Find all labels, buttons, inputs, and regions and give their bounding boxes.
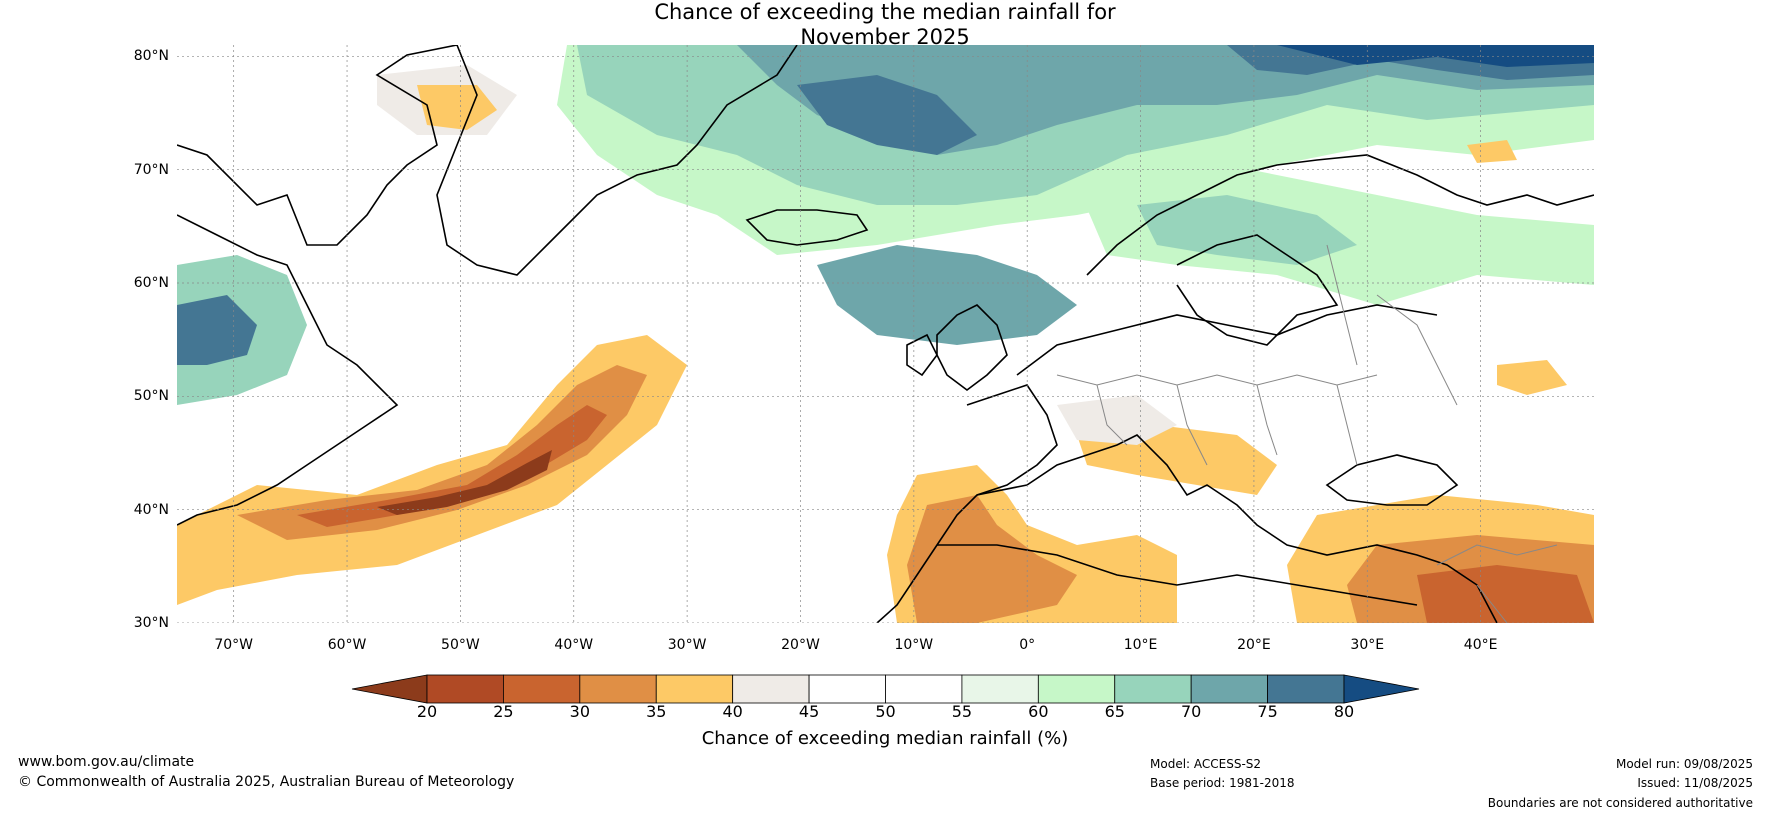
colorbar-extend-high	[1343, 674, 1420, 704]
lon-label: 10°W	[894, 637, 934, 653]
lat-label: 30°N	[133, 615, 169, 631]
border-middle-east	[1436, 544, 1558, 623]
border-europe-1	[1056, 374, 1378, 386]
lon-label: 0°	[1019, 637, 1036, 653]
colorbar-tick-label: 80	[1333, 702, 1355, 721]
lon-label: 50°W	[441, 637, 480, 653]
colorbar-swatch	[503, 674, 581, 704]
colorbar-swatch	[579, 674, 657, 704]
footer-issued: Issued: 11/08/2025	[1637, 776, 1753, 790]
map-title: Chance of exceeding the median rainfall …	[0, 0, 1770, 50]
colorbar-swatch	[426, 674, 504, 704]
footer-model: Model: ACCESS-S2	[1150, 757, 1262, 771]
colorbar-tick-label: 70	[1180, 702, 1202, 721]
colorbar-swatches	[351, 674, 1420, 704]
border-europe-3	[1326, 244, 1458, 406]
lon-label: 30°W	[667, 637, 707, 653]
colorbar-tick-label: 45	[798, 702, 820, 721]
wet-region-scandinavia-teal	[1137, 195, 1357, 265]
coastline-labrador	[177, 214, 399, 526]
dry-region-atlantic-darkest	[377, 450, 552, 515]
colorbar-tick-label: 50	[875, 702, 896, 721]
country-borders	[1056, 244, 1558, 623]
colorbar-tick-label: 40	[722, 702, 743, 721]
lat-label: 50°N	[133, 388, 169, 405]
footer-model-run: Model run: 09/08/2025	[1615, 757, 1753, 771]
dry-region-middle-east-core	[1417, 565, 1594, 623]
colorbar-swatch	[732, 674, 810, 704]
lon-label: 40°W	[554, 637, 594, 653]
coastline-scandinavia	[1086, 154, 1594, 346]
coastline-ireland	[906, 333, 938, 377]
lon-label: 20°W	[781, 637, 820, 653]
map-canvas	[177, 45, 1594, 623]
colorbar-tick-label: 20	[416, 702, 438, 721]
wet-region-norwegian-sea	[817, 245, 1077, 345]
dry-patch-russia	[1497, 360, 1567, 395]
colorbar-swatch	[808, 674, 886, 704]
colorbar-swatch	[1114, 674, 1192, 704]
colorbar-tick-label: 65	[1104, 702, 1125, 721]
colorbar-tick-label: 25	[493, 702, 514, 721]
footer-website: www.bom.gov.au/climate	[18, 754, 195, 770]
near-median-europe	[1057, 395, 1177, 445]
dry-patch-arctic	[1467, 140, 1517, 163]
colorbar-tick-label: 30	[569, 702, 590, 721]
colorbar-extend-low	[351, 674, 428, 704]
colorbar-tick-label: 75	[1257, 702, 1278, 721]
lon-label: 30°E	[1350, 637, 1385, 653]
coastline-iceland	[745, 209, 869, 246]
rainfall-probability-map	[177, 45, 1594, 623]
colorbar-swatch	[1267, 674, 1345, 704]
colorbar-tick-label: 35	[646, 702, 667, 721]
colorbar-tick-label: 60	[1028, 702, 1049, 721]
coastline-black-sea	[1325, 454, 1459, 506]
coastline-britain	[936, 304, 1008, 391]
lon-label: 10°E	[1123, 637, 1158, 653]
lat-label: 70°N	[133, 161, 169, 178]
footer-base-period: Base period: 1981-2018	[1150, 776, 1295, 790]
coastline-mediterranean	[937, 434, 1498, 623]
lon-label: 60°W	[327, 637, 367, 653]
colorbar-swatch	[1190, 674, 1268, 704]
colorbar-label: Chance of exceeding median rainfall (%)	[701, 728, 1069, 749]
lon-label: 70°W	[214, 637, 253, 653]
lat-label: 60°N	[133, 275, 169, 291]
footer-copyright: © Commonwealth of Australia 2025, Austra…	[18, 774, 515, 790]
graticule	[177, 45, 1594, 623]
wet-region-greenland-sea	[797, 75, 977, 155]
dry-region-atlantic-mid	[237, 365, 647, 540]
colorbar-swatch	[961, 674, 1039, 704]
wet-region-svalbard-darkest	[1277, 45, 1594, 67]
lat-label: 80°N	[133, 48, 169, 65]
colorbar-swatch	[655, 674, 734, 704]
colorbar-swatch	[885, 674, 963, 704]
lon-label: 40°E	[1463, 637, 1498, 653]
map-title-line1: Chance of exceeding the median rainfall …	[654, 0, 1116, 24]
colorbar-swatch	[1037, 674, 1116, 704]
probability-field	[177, 45, 1594, 623]
colorbar-tick-label: 55	[951, 702, 973, 721]
dry-region-atlantic-core	[297, 405, 607, 527]
wet-region-labrador-dark	[177, 295, 257, 365]
lon-label: 20°E	[1237, 637, 1271, 653]
border-europe-2	[1096, 384, 1358, 466]
footer-disclaimer: Boundaries are not considered authoritat…	[1487, 796, 1753, 810]
lat-label: 40°N	[133, 501, 169, 518]
